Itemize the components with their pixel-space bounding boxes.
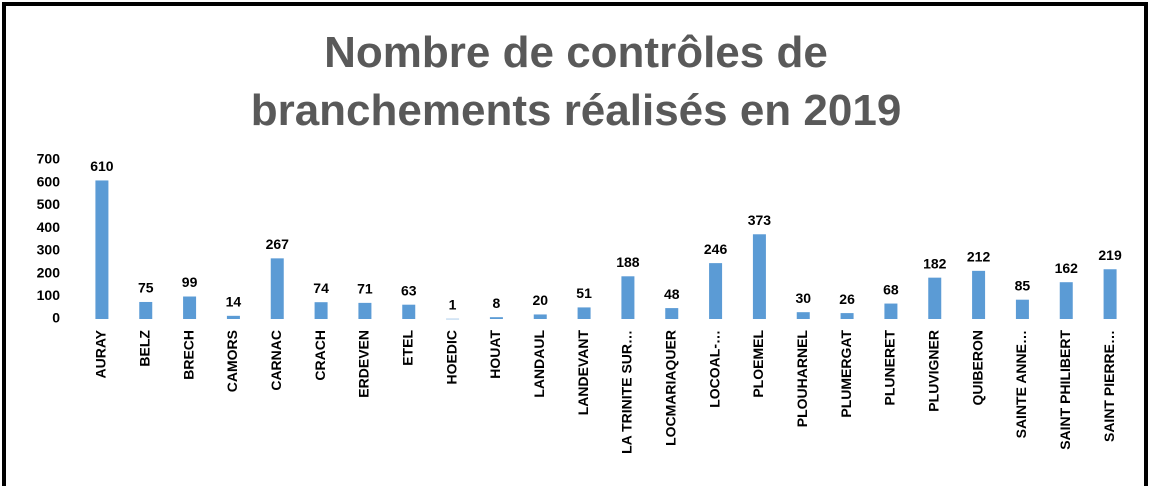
y-tick-label: 500 xyxy=(37,196,61,212)
data-label: 75 xyxy=(138,280,154,296)
y-tick-label: 200 xyxy=(37,264,61,280)
y-tick-label: 400 xyxy=(37,219,61,235)
x-tick-label: CARNAC xyxy=(268,330,284,391)
x-tick-label: HOUAT xyxy=(487,330,503,379)
data-label: 212 xyxy=(967,249,991,265)
data-label: 610 xyxy=(90,158,114,174)
y-tick-label: 700 xyxy=(37,151,61,167)
bar xyxy=(1059,282,1073,319)
data-label: 8 xyxy=(493,295,501,311)
x-tick-label: HOEDIC xyxy=(443,330,459,384)
bar xyxy=(577,307,591,319)
bar xyxy=(270,258,284,319)
x-tick-label: BELZ xyxy=(136,330,152,367)
data-label: 1 xyxy=(449,296,457,312)
data-label: 51 xyxy=(576,285,592,301)
bar xyxy=(665,308,679,319)
bar xyxy=(402,304,416,319)
x-tick-label: LOCMARIAQUER xyxy=(662,330,678,446)
data-label: 74 xyxy=(313,280,329,296)
x-tick-label: ERDEVEN xyxy=(356,330,372,398)
x-tick-label: PLOEMEL xyxy=(750,330,766,398)
x-tick-label: SAINT PIERRE… xyxy=(1101,330,1117,442)
bar xyxy=(972,270,986,319)
bar xyxy=(1103,269,1117,319)
data-label: 63 xyxy=(401,282,417,298)
data-label: 68 xyxy=(883,281,899,297)
bar xyxy=(928,277,942,319)
bar xyxy=(840,313,854,319)
bar xyxy=(709,263,723,319)
x-tick-label: BRECH xyxy=(180,330,196,380)
bar xyxy=(139,301,153,319)
data-label: 30 xyxy=(795,290,811,306)
data-label: 99 xyxy=(182,274,198,290)
data-label: 373 xyxy=(748,212,772,228)
bar xyxy=(226,315,240,319)
x-tick-label: LOCOAL-… xyxy=(706,330,722,408)
data-label: 182 xyxy=(923,255,947,271)
y-tick-label: 600 xyxy=(37,173,61,189)
x-tick-label: LANDAUL xyxy=(531,330,547,398)
x-tick-label: PLUVIGNER xyxy=(925,330,941,412)
bar xyxy=(621,276,635,319)
x-tick-label: PLUMERGAT xyxy=(838,330,854,418)
y-tick-label: 300 xyxy=(37,242,61,258)
data-label: 71 xyxy=(357,281,373,297)
bar xyxy=(752,234,766,319)
y-tick-label: 0 xyxy=(52,310,60,326)
bar xyxy=(796,312,810,319)
bar xyxy=(1015,299,1029,319)
data-label: 162 xyxy=(1055,260,1079,276)
x-tick-label: PLOUHARNEL xyxy=(794,330,810,428)
x-tick-label: SAINTE ANNE… xyxy=(1013,330,1029,438)
bar xyxy=(95,180,109,319)
bar xyxy=(533,314,547,319)
bar xyxy=(183,296,197,319)
data-label: 246 xyxy=(704,241,728,257)
bar xyxy=(884,303,898,319)
x-tick-label: CRACH xyxy=(312,330,328,381)
data-label: 219 xyxy=(1098,247,1122,263)
y-tick-label: 100 xyxy=(37,287,61,303)
bar xyxy=(446,318,460,320)
data-label: 188 xyxy=(616,254,640,270)
x-tick-label: LA TRINITE SUR… xyxy=(619,330,635,454)
data-label: 20 xyxy=(532,292,548,308)
data-label: 85 xyxy=(1015,277,1031,293)
bar xyxy=(314,302,328,319)
bar xyxy=(358,302,372,319)
chart-title: Nombre de contrôles de branchements réal… xyxy=(250,28,902,135)
data-label: 267 xyxy=(266,236,290,252)
x-tick-label: PLUNERET xyxy=(882,330,898,406)
x-tick-label: QUIBERON xyxy=(969,330,985,405)
x-tick-label: AURAY xyxy=(93,329,109,378)
x-tick-label: LANDEVANT xyxy=(575,330,591,416)
data-label: 14 xyxy=(226,294,242,310)
data-label: 26 xyxy=(839,291,855,307)
x-tick-label: CAMORS xyxy=(224,330,240,392)
data-label: 48 xyxy=(664,286,680,302)
x-tick-label: ETEL xyxy=(399,330,415,366)
bar xyxy=(489,317,503,319)
x-tick-label: SAINT PHILIBERT xyxy=(1057,330,1073,450)
